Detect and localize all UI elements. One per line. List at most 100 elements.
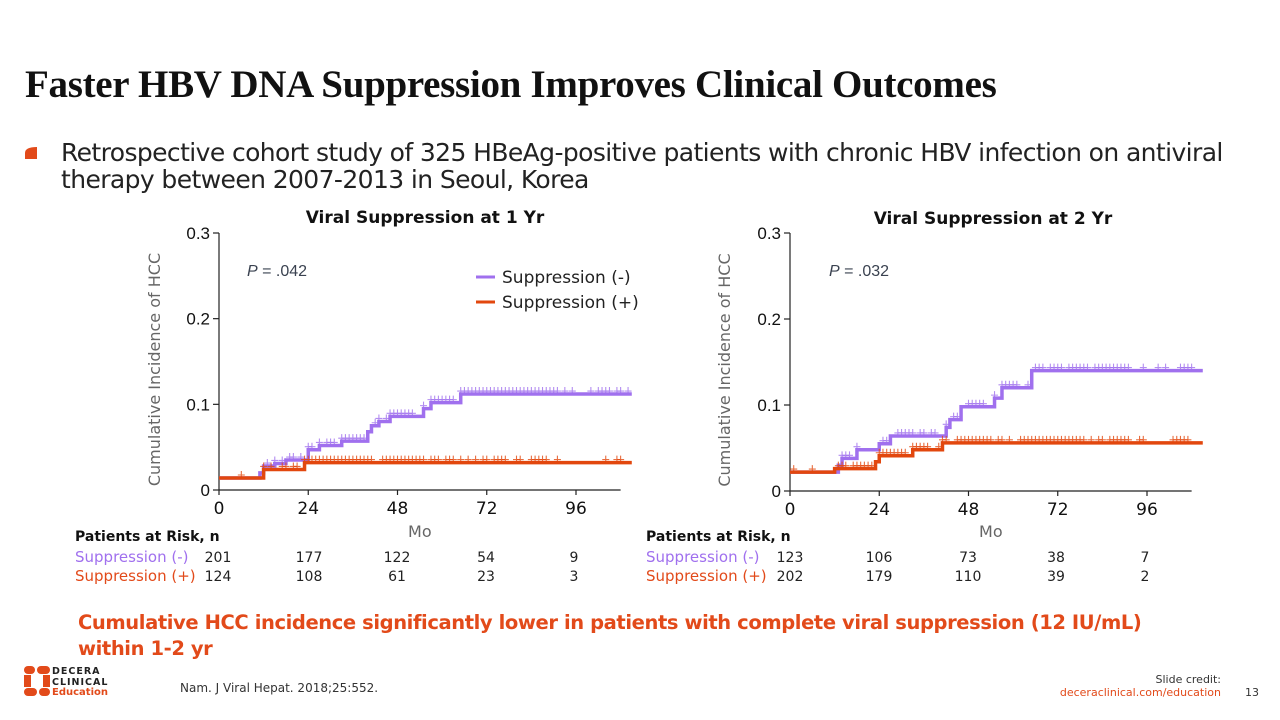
risk-row-suppression-neg: Suppression (-) 123 106 73 38 7 [646,548,1206,567]
risk-value: 110 [954,569,982,585]
censor-mark [542,455,550,463]
risk-row-label: Suppression (+) [646,567,767,585]
censor-mark [483,455,491,463]
censor-mark [267,462,275,470]
risk-row-suppression-pos: Suppression (+) 124 108 61 23 3 [75,567,635,586]
x-tick-label: 0 [214,499,225,519]
y-tick-label: 0 [201,481,210,500]
censor-mark [371,418,379,426]
censor-mark [1162,363,1170,371]
y-tick-label: 0.2 [757,310,781,329]
censor-mark [420,455,428,463]
risk-value: 202 [776,569,804,585]
censor-mark [260,462,268,470]
censor-mark [457,455,465,463]
risk-value: 2 [1140,569,1150,585]
risk-value: 106 [865,550,893,566]
censor-mark [561,387,569,395]
censor-mark [408,409,416,417]
censor-mark [516,455,524,463]
risk-value: 73 [959,550,977,566]
risk-value: 124 [204,569,232,585]
censor-mark [263,459,271,467]
x-tick-label: 48 [387,499,409,519]
p-value-annotation: P = .032 [829,263,889,280]
censor-mark [605,387,613,395]
risk-value: 54 [477,550,495,566]
censor-mark [1039,363,1047,371]
censor-mark [1139,363,1147,371]
credit-url-link[interactable]: deceraclinical.com/education [1059,686,1221,699]
x-tick-label: 72 [1047,500,1069,520]
risk-table-2yr: Patients at Risk, n Suppression (-) 123 … [646,529,1206,586]
series-suppression-pos [790,435,1203,474]
legend-label: Suppression (+) [502,293,639,313]
y-axis-label: Cumulative Incidence of HCC [715,253,734,486]
censor-mark [330,438,338,446]
x-tick-label: 0 [785,500,796,520]
risk-value: 201 [204,550,232,566]
bullet-text: Retrospective cohort study of 325 HBeAg-… [61,138,1223,194]
risk-value: 179 [865,569,893,585]
decera-logo-icon [24,666,50,696]
censor-mark [808,465,816,473]
x-tick-label: 72 [476,499,498,519]
censor-mark [987,435,995,443]
censor-mark [1124,435,1132,443]
censor-mark [449,455,457,463]
risk-value: 7 [1140,550,1150,566]
censor-mark [853,442,861,450]
slide-credit: Slide credit: deceraclinical.com/educati… [1060,673,1221,699]
censor-mark [883,436,891,444]
risk-value: 9 [569,550,579,566]
risk-value: 108 [295,569,323,585]
censor-mark [909,428,917,436]
risk-row-label: Suppression (-) [75,548,189,566]
p-symbol: P [247,263,258,280]
censor-mark [942,420,950,428]
censor-mark [790,465,798,473]
logo-line-3: Education [52,687,108,698]
censor-mark [434,455,442,463]
censor-mark [308,442,316,450]
censor-mark [842,461,850,469]
y-axis-label: Cumulative Incidence of HCC [145,253,164,486]
censor-mark [271,456,279,464]
risk-row-suppression-neg: Suppression (-) 201 177 122 54 9 [75,548,635,567]
x-tick-label: 24 [297,499,319,519]
y-tick-label: 0.1 [757,396,781,415]
censor-mark [1139,435,1147,443]
censor-mark [1184,435,1192,443]
y-tick-label: 0.3 [757,224,781,243]
slide-title: Faster HBV DNA Suppression Improves Clin… [25,63,997,106]
censor-mark [297,453,305,461]
x-tick-label: 48 [958,500,980,520]
censor-mark [1087,435,1095,443]
censor-mark [998,435,1006,443]
censor-mark [901,448,909,456]
p-value: = .032 [840,263,889,280]
censor-mark [375,414,383,422]
x-tick-label: 96 [1136,500,1158,520]
risk-value: 122 [383,550,411,566]
censor-mark [278,456,286,464]
censor-mark [602,455,610,463]
y-tick-label: 0.2 [186,310,210,329]
censor-mark [464,455,472,463]
censor-mark [1024,380,1032,388]
censor-mark [1124,363,1132,371]
censor-mark [624,387,632,395]
censor-mark [1013,380,1021,388]
censor-mark [1084,363,1091,371]
bullet-icon [25,147,37,159]
risk-row-suppression-pos: Suppression (+) 202 179 110 39 2 [646,567,1206,586]
risk-value: 39 [1047,569,1065,585]
citation: Nam. J Viral Hepat. 2018;25:552. [180,681,379,695]
chart-title: Viral Suppression at 2 Yr [874,209,1113,229]
censor-mark [979,399,987,407]
censor-mark [289,453,297,461]
risk-value: 38 [1047,550,1065,566]
censor-mark [1005,435,1013,443]
